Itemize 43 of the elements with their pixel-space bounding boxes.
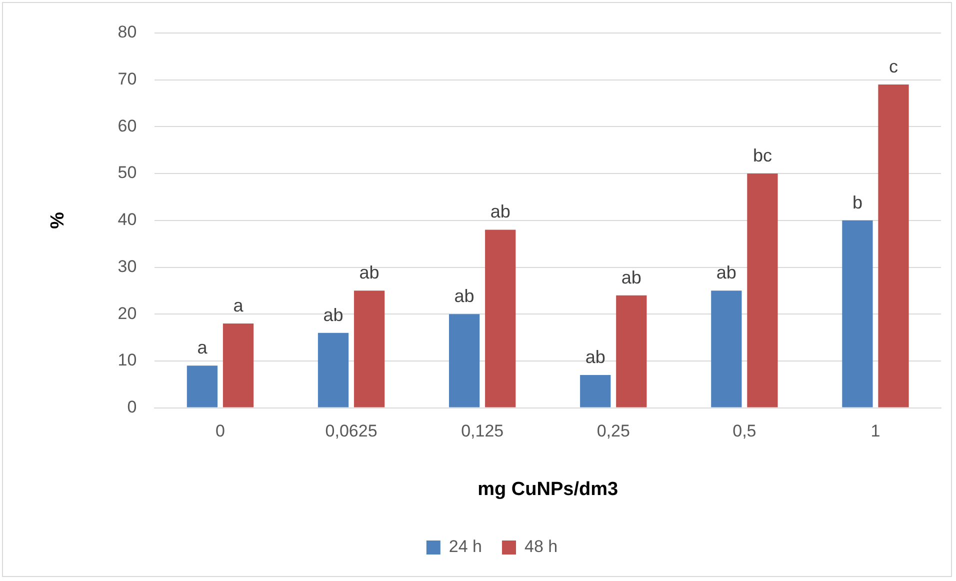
data-label: ab — [585, 346, 606, 367]
bar — [222, 323, 254, 408]
y-tick-label: 80 — [118, 22, 137, 42]
bar — [186, 366, 218, 408]
bar — [485, 230, 516, 408]
y-tick-label: 40 — [118, 210, 137, 230]
data-label: ab — [621, 267, 642, 288]
x-tick-label: 0 — [216, 422, 225, 441]
y-tick-label: 50 — [118, 163, 137, 182]
y-tick-label: 0 — [127, 397, 137, 416]
x-tick-label: 0,5 — [732, 422, 756, 441]
data-label: a — [233, 295, 244, 316]
data-label: ab — [323, 304, 344, 325]
x-axis-title: mg CuNPs/dm3 — [478, 478, 618, 500]
bar — [580, 375, 611, 408]
data-label: bc — [752, 146, 772, 166]
bar — [878, 84, 909, 408]
bar — [354, 290, 385, 408]
data-label: ab — [716, 262, 736, 283]
data-label: b — [852, 192, 862, 212]
legend-label: 48 h — [524, 537, 558, 556]
bar — [711, 290, 742, 408]
x-tick-label: 0,0625 — [325, 422, 378, 441]
data-label: a — [197, 338, 208, 358]
data-label: c — [888, 56, 898, 77]
y-tick-label: 30 — [118, 256, 137, 276]
y-tick-label: 10 — [118, 350, 137, 370]
bar — [318, 332, 349, 408]
y-tick-label: 60 — [118, 116, 137, 136]
data-label: ab — [454, 286, 474, 306]
x-tick-label: 1 — [870, 422, 880, 441]
y-tick-label: 20 — [118, 304, 137, 323]
x-tick-label: 0,25 — [596, 422, 630, 441]
y-axis-title: % — [48, 212, 69, 229]
bar — [842, 220, 873, 408]
bar — [616, 295, 647, 408]
legend-label: 24 h — [448, 537, 482, 556]
bar — [747, 174, 778, 408]
y-tick-label: 70 — [118, 70, 137, 89]
data-label: ab — [490, 202, 510, 222]
data-label: ab — [359, 262, 380, 283]
x-tick-label: 0,125 — [461, 422, 504, 441]
bar — [448, 314, 480, 408]
